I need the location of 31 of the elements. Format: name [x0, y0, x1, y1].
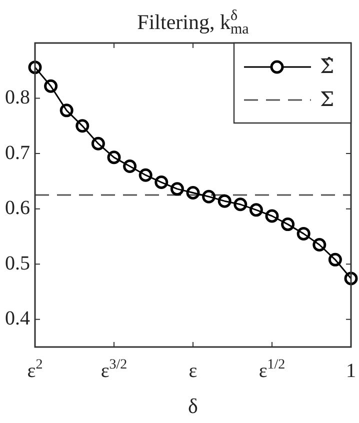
point [91, 136, 105, 150]
point [202, 190, 216, 204]
point [107, 150, 121, 164]
point [154, 176, 168, 190]
point [123, 160, 137, 174]
point [344, 272, 358, 286]
point [328, 252, 342, 266]
point [218, 194, 232, 208]
y-tick-label: 0.7 [5, 142, 30, 164]
point [44, 79, 58, 93]
point [249, 203, 263, 217]
x-tick-label: ε [188, 360, 198, 382]
y-tick-label: 0.6 [5, 197, 30, 220]
point [60, 104, 74, 118]
y-tick-label: 0.5 [5, 252, 30, 274]
point [76, 119, 90, 133]
point [170, 182, 184, 196]
point [186, 186, 200, 200]
point [265, 209, 279, 223]
point [28, 60, 42, 74]
point [234, 198, 248, 212]
legend-label: Σ [320, 87, 334, 112]
x-axis-title: δ [188, 394, 198, 418]
y-tick-label: 0.4 [5, 308, 30, 330]
point [281, 218, 295, 232]
y-tick-label: 0.8 [5, 86, 30, 109]
point [138, 168, 152, 182]
legend-label: Σ̂ [320, 54, 334, 78]
point [312, 238, 326, 252]
x-tick-label: 1 [346, 360, 356, 382]
point [296, 226, 310, 240]
